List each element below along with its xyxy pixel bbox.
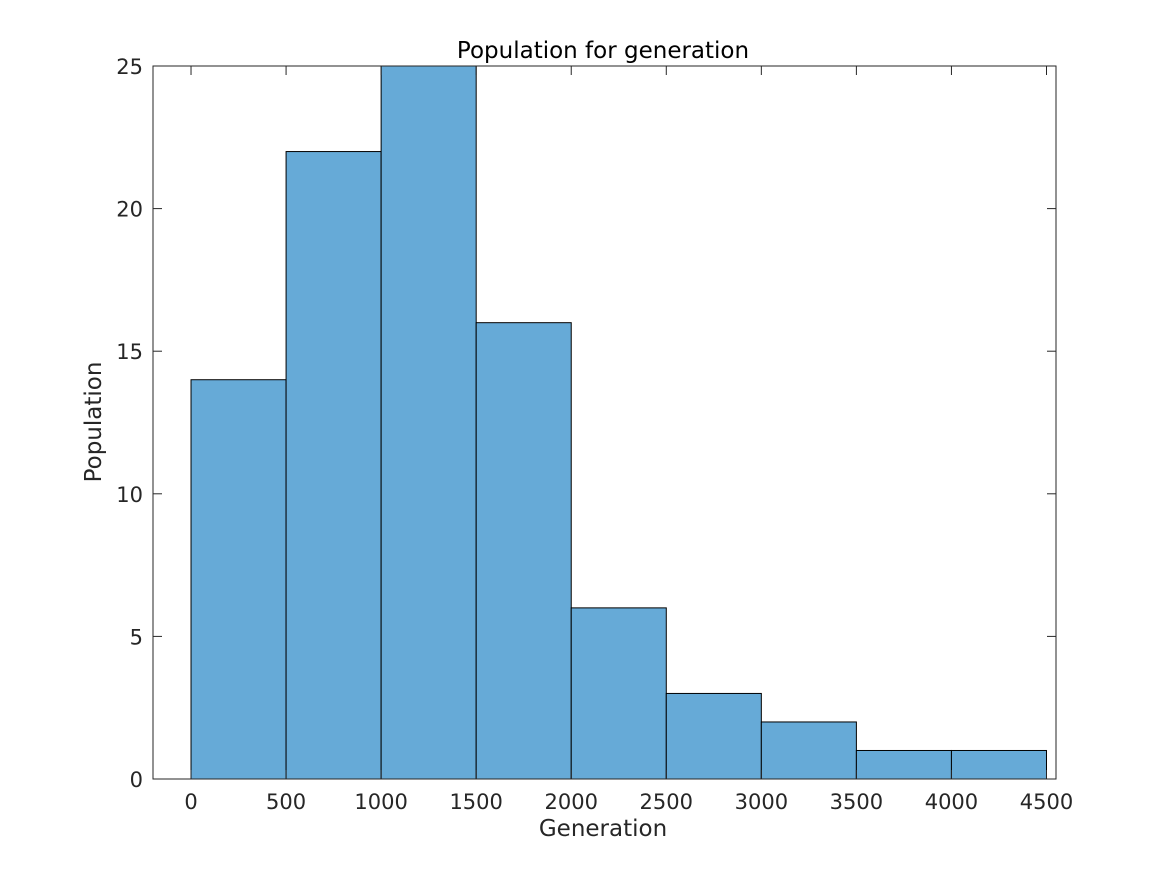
x-tick-label: 0	[184, 790, 197, 814]
bars-group	[190, 65, 1047, 780]
x-axis-label: Generation	[539, 816, 667, 842]
y-tick-label: 5	[130, 625, 143, 649]
x-tick-label: 3500	[830, 790, 883, 814]
x-tick-label: 2500	[640, 790, 693, 814]
histogram-bar	[380, 65, 477, 780]
x-tick-label: 4000	[925, 790, 978, 814]
histogram-bar	[855, 749, 952, 780]
histogram-bar	[665, 692, 762, 780]
histogram-bar	[190, 379, 287, 780]
ticks-group: 0 500 1000 1500 2000 2500 3000 3500 4000 4500 0 5 10…	[116, 55, 1073, 814]
y-tick-label: 15	[116, 340, 143, 364]
histogram-bar	[760, 721, 857, 780]
y-tick-label: 20	[116, 198, 143, 222]
y-tick-label: 10	[116, 483, 143, 507]
x-tick-label: 2000	[545, 790, 598, 814]
y-axis-label: Population	[81, 362, 107, 483]
chart-title: Population for generation	[457, 38, 749, 64]
x-tick-label: 4500	[1020, 790, 1073, 814]
y-tick-label: 25	[116, 55, 143, 79]
histogram-bar	[475, 322, 572, 780]
histogram-bar	[950, 749, 1047, 780]
axes-frame	[152, 65, 1057, 780]
x-tick-label: 1000	[354, 790, 407, 814]
x-tick-label: 500	[266, 790, 306, 814]
y-tick-label: 0	[130, 768, 143, 792]
histogram-bar	[570, 607, 667, 780]
x-tick-label: 3000	[735, 790, 788, 814]
histogram-bar	[285, 151, 382, 780]
x-tick-label: 1500	[449, 790, 502, 814]
